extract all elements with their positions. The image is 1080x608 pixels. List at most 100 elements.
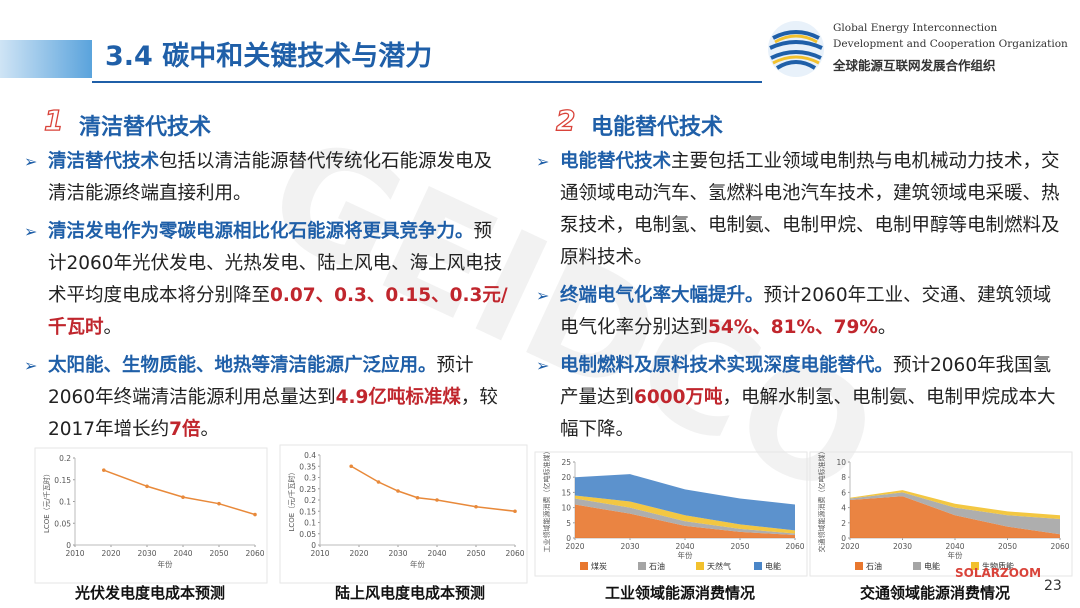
y-tick-label: 5 bbox=[566, 519, 571, 528]
y-tick-label: 0.15 bbox=[299, 507, 316, 516]
text-run: 终端电气化率大幅提升。 bbox=[560, 285, 764, 306]
title-accent bbox=[0, 40, 92, 78]
legend-label: 石油 bbox=[649, 561, 665, 571]
x-tick-label: 2060 bbox=[505, 549, 524, 558]
text-run: 54%、81%、79% bbox=[708, 317, 878, 338]
section-number: 1 bbox=[43, 103, 64, 137]
x-tick-label: 2040 bbox=[945, 542, 964, 551]
logo-stripes-gold bbox=[772, 34, 820, 65]
x-tick-label: 2010 bbox=[65, 549, 84, 558]
x-tick-label: 2050 bbox=[730, 542, 749, 551]
chart-caption: 交通领域能源消费情况 bbox=[860, 584, 1010, 602]
area bbox=[575, 495, 795, 534]
section-heading: 电能替代技术 bbox=[591, 115, 724, 140]
y-tick-label: 4 bbox=[841, 504, 846, 513]
y-tick-label: 0.1 bbox=[59, 498, 71, 507]
text-run: 。 bbox=[877, 317, 897, 338]
legend-label: 生物质能 bbox=[982, 561, 1014, 571]
legend-label: 天然气 bbox=[707, 561, 731, 571]
x-tick-label: 2020 bbox=[349, 549, 368, 558]
area bbox=[850, 492, 1060, 535]
y-tick-label: 0 bbox=[66, 541, 71, 550]
text-run: 包括以清洁能源替代传统化石能源发电及清洁能源终端直接利用。 bbox=[48, 151, 493, 204]
text-run: 0.07、0.3、0.15、0.3元/千瓦时 bbox=[48, 285, 508, 338]
chart-frame bbox=[809, 451, 1073, 577]
x-tick-label: 2030 bbox=[893, 542, 912, 551]
text-run: 主要包括工业领域电制热与电机械动力技术，交通领域电动汽车、氢燃料电池汽车技术，建… bbox=[560, 151, 1060, 268]
x-tick-label: 2020 bbox=[565, 542, 584, 551]
org-name-zh: 全球能源互联网发展合作组织 bbox=[833, 58, 996, 73]
y-tick-label: 0 bbox=[311, 541, 316, 550]
text-run: ，较2017年增长约 bbox=[48, 387, 498, 440]
area bbox=[575, 474, 795, 531]
text-run: 电能替代技术 bbox=[560, 151, 672, 172]
org-name-en-1: Global Energy Interconnection bbox=[833, 22, 998, 34]
chart-frame bbox=[34, 447, 268, 584]
point bbox=[415, 495, 420, 500]
x-tick-label: 2050 bbox=[466, 549, 485, 558]
x-tick-label: 2040 bbox=[427, 549, 446, 558]
section-number: 2 bbox=[555, 103, 576, 137]
y-axis-label: 交通领域能源消费（亿吨标准煤） bbox=[817, 448, 826, 553]
text-run: 太阳能、生物质能、地热等清洁能源广泛应用。 bbox=[48, 355, 437, 376]
legend-swatch bbox=[971, 562, 979, 570]
y-tick-label: 0.1 bbox=[304, 519, 316, 528]
x-axis-label: 年份 bbox=[158, 559, 173, 569]
x-tick-label: 2030 bbox=[137, 549, 156, 558]
line bbox=[103, 469, 256, 516]
point bbox=[435, 498, 439, 502]
y-tick-label: 25 bbox=[561, 458, 571, 467]
x-tick-label: 2050 bbox=[998, 542, 1017, 551]
y-tick-label: 6 bbox=[841, 488, 846, 497]
page-number: 23 bbox=[1044, 578, 1062, 594]
legend-swatch bbox=[638, 562, 646, 570]
org-name-en-2: Development and Cooperation Organization bbox=[833, 38, 1068, 50]
y-tick-label: 2 bbox=[841, 519, 846, 528]
x-tick-label: 2050 bbox=[209, 549, 228, 558]
legend-swatch bbox=[696, 562, 704, 570]
text-run: 。 bbox=[103, 317, 123, 338]
legend-swatch bbox=[754, 562, 762, 570]
slide-title: 3.4 碳中和关键技术与潜力 bbox=[105, 41, 433, 72]
point bbox=[145, 484, 149, 489]
text-run: 4.9亿吨标准煤 bbox=[335, 387, 461, 408]
y-tick-label: 0.35 bbox=[299, 462, 316, 471]
bullet: 清洁发电作为零碳电源相比化石能源将更具竞争力。预计2060年光伏发电、光热发电、… bbox=[24, 216, 510, 344]
text-run: 预计2060年光伏发电、光热发电、陆上风电、海上风电技术平均度电成本将分别降至 bbox=[48, 221, 503, 306]
area bbox=[850, 496, 1060, 538]
logo-stripes bbox=[769, 30, 823, 70]
area bbox=[850, 490, 1060, 519]
x-tick-label: 2020 bbox=[840, 542, 859, 551]
text-run: 清洁替代技术 bbox=[48, 151, 160, 172]
x-tick-label: 2030 bbox=[388, 549, 407, 558]
point bbox=[253, 512, 257, 517]
x-tick-label: 2040 bbox=[173, 549, 192, 558]
text-run: 预计2060年我国氢产量达到 bbox=[560, 355, 1052, 408]
y-tick-label: 0.15 bbox=[54, 476, 71, 485]
text-run: 预计2060年终端清洁能源利用总量达到 bbox=[48, 355, 474, 408]
chart-frame bbox=[279, 444, 528, 584]
x-tick-label: 2060 bbox=[785, 542, 804, 551]
chart-caption: 光伏发电度电成本预测 bbox=[74, 584, 225, 602]
title-rule bbox=[92, 81, 762, 83]
x-axis-label: 年份 bbox=[410, 559, 425, 569]
y-axis-label: LCOE（元/千瓦时） bbox=[42, 470, 51, 533]
text-run: 7倍 bbox=[169, 419, 201, 440]
x-tick-label: 2030 bbox=[620, 542, 639, 551]
bullet-list: 电能替代技术主要包括工业领域电制热与电机械动力技术，交通领域电动汽车、氢燃料电池… bbox=[536, 146, 1065, 452]
y-tick-label: 0.3 bbox=[304, 474, 316, 483]
text-run: 清洁发电作为零碳电源相比化石能源将更具竞争力。 bbox=[48, 221, 474, 242]
point bbox=[513, 509, 517, 514]
y-tick-label: 10 bbox=[561, 504, 571, 513]
y-tick-label: 20 bbox=[561, 473, 571, 482]
line bbox=[350, 465, 516, 512]
legend-swatch bbox=[580, 562, 588, 570]
x-axis-label: 年份 bbox=[948, 550, 963, 560]
text-run: 。 bbox=[200, 419, 219, 440]
point bbox=[217, 501, 221, 506]
text-run: ，电解水制氢、电制氨、电制甲烷成本大幅下降。 bbox=[560, 387, 1056, 440]
y-tick-label: 0.2 bbox=[59, 454, 71, 463]
bullet: 清洁替代技术包括以清洁能源替代传统化石能源发电及清洁能源终端直接利用。 bbox=[24, 146, 510, 210]
x-tick-label: 2040 bbox=[675, 542, 694, 551]
